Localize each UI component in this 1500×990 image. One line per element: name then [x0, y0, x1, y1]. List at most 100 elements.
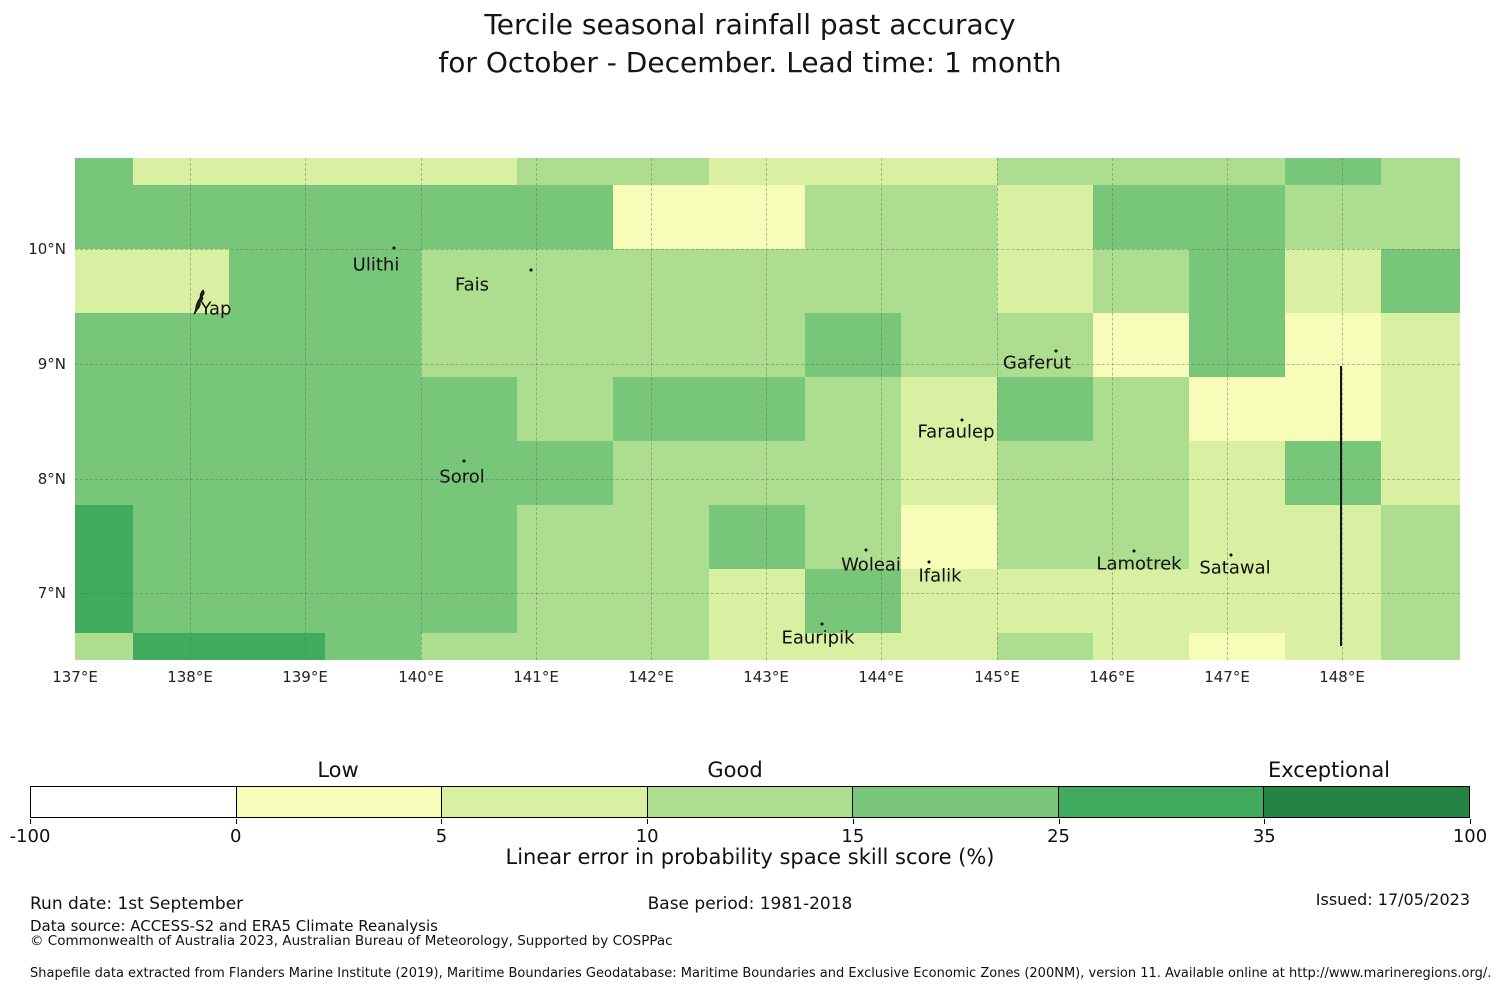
map-cell	[229, 569, 325, 633]
colorbar-segment	[235, 787, 442, 817]
map-cell	[229, 377, 325, 441]
map-cell	[421, 185, 517, 249]
x-tick-label: 140°E	[398, 668, 444, 686]
colorbar-tick-label: 100	[1452, 826, 1488, 847]
island-dot-satawal	[1229, 553, 1233, 557]
map-cell	[517, 569, 613, 633]
map-cell	[1381, 249, 1460, 313]
y-tick-label: 10°N	[28, 240, 66, 258]
map-cell	[1381, 313, 1460, 377]
longitude-gridline	[1227, 158, 1228, 660]
map-cell	[1285, 441, 1381, 505]
map-cell	[1381, 441, 1460, 505]
colorbar-tickmark	[235, 819, 237, 824]
map-cell	[75, 633, 133, 660]
map-cell	[421, 158, 517, 185]
map-cell	[997, 441, 1093, 505]
colorbar-tickmark	[852, 819, 854, 824]
map-cell	[75, 377, 133, 441]
map-cell	[325, 441, 421, 505]
map-cell	[709, 249, 805, 313]
island-label-eauripik: Eauripik	[781, 627, 855, 649]
x-tick-label: 143°E	[743, 668, 789, 686]
map-cell	[325, 633, 421, 660]
island-label-yap: Yap	[200, 298, 232, 320]
map-cell	[133, 633, 229, 660]
map-cell	[75, 249, 133, 313]
map-cell	[325, 377, 421, 441]
map-cell	[1189, 633, 1285, 660]
colorbar-tick-label: 35	[1252, 826, 1276, 847]
longitude-gridline	[651, 158, 652, 660]
map-cell	[421, 249, 517, 313]
map-cell	[901, 505, 997, 569]
eez-boundary-line	[1340, 366, 1342, 646]
map-cell	[901, 158, 997, 185]
shapefile-note-text: Shapefile data extracted from Flanders M…	[30, 966, 1492, 981]
island-dot-sorol	[462, 459, 466, 463]
colorbar-tickmark	[441, 819, 443, 824]
x-tick-label: 142°E	[628, 668, 674, 686]
map-cell	[133, 505, 229, 569]
rainfall-accuracy-heatmap	[75, 158, 1460, 660]
map-cell	[901, 569, 997, 633]
x-tick-label: 144°E	[858, 668, 904, 686]
island-label-lamotrek: Lamotrek	[1096, 553, 1182, 575]
longitude-gridline	[190, 158, 191, 660]
map-cell	[613, 377, 709, 441]
map-cell	[805, 249, 901, 313]
colorbar-tickmark	[30, 819, 31, 824]
map-cell	[421, 377, 517, 441]
map-cell	[613, 505, 709, 569]
colorbar-tickmark	[647, 819, 649, 824]
island-label-woleai: Woleai	[841, 554, 901, 576]
island-label-sorol: Sorol	[439, 466, 485, 488]
colorbar-label-good: Good	[707, 758, 763, 782]
map-cell	[75, 185, 133, 249]
map-cell	[805, 158, 901, 185]
yap-island-shape	[193, 289, 205, 315]
longitude-gridline	[536, 158, 537, 660]
map-cell	[517, 185, 613, 249]
colorbar-segment	[852, 787, 1058, 817]
island-dot-faraulep	[960, 418, 964, 422]
map-cell	[1189, 505, 1285, 569]
map-cell	[805, 185, 901, 249]
latitude-gridline	[75, 364, 1460, 365]
base-period-text: Base period: 1981-2018	[647, 894, 853, 914]
map-cell	[1189, 185, 1285, 249]
map-cell	[1093, 441, 1189, 505]
longitude-gridline	[305, 158, 306, 660]
colorbar-segment	[1057, 787, 1264, 817]
map-cell	[997, 377, 1093, 441]
map-cell	[1093, 158, 1189, 185]
map-cell	[325, 505, 421, 569]
colorbar	[30, 786, 1470, 818]
map-cell	[1093, 505, 1189, 569]
colorbar-segment	[441, 787, 647, 817]
longitude-gridline	[997, 158, 998, 660]
map-cell	[613, 313, 709, 377]
map-cell	[805, 569, 901, 633]
colorbar-caption: Linear error in probability space skill …	[505, 845, 995, 869]
map-cell	[1381, 569, 1460, 633]
map-cell	[613, 441, 709, 505]
map-cell	[325, 158, 421, 185]
map-cell	[75, 313, 133, 377]
map-cell	[1285, 569, 1381, 633]
map-cell	[421, 633, 517, 660]
latitude-gridline	[75, 249, 1460, 250]
map-cell	[997, 505, 1093, 569]
map-cell	[1093, 569, 1189, 633]
map-cell	[1093, 313, 1189, 377]
map-cell	[1381, 185, 1460, 249]
island-dot-woleai	[864, 548, 868, 552]
y-tick-label: 8°N	[37, 470, 66, 488]
map-cell	[133, 249, 229, 313]
island-label-faraulep: Faraulep	[917, 421, 995, 443]
map-cell	[1285, 313, 1381, 377]
map-cell	[901, 185, 997, 249]
map-cell	[613, 633, 709, 660]
map-cell	[709, 313, 805, 377]
y-tick-label: 7°N	[37, 584, 66, 602]
